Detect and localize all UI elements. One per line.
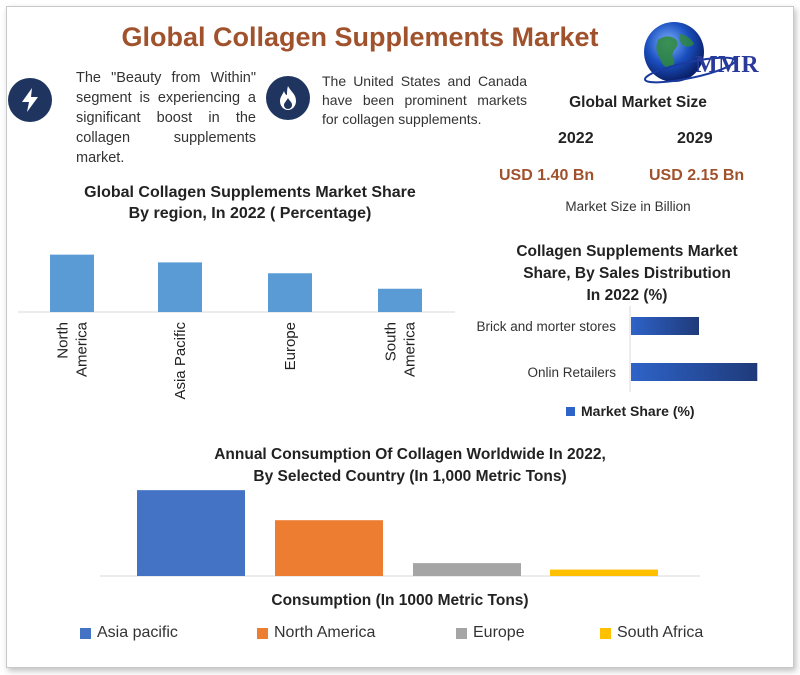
legend-swatch <box>80 627 91 639</box>
market-size-heading: Global Market Size <box>569 94 707 111</box>
flame-icon <box>280 86 296 110</box>
year-2029: 2029 <box>677 130 713 147</box>
distribution-legend: Market Share (%) <box>566 403 695 419</box>
tick-label-brick-and-morter-stores: Brick and morter stores <box>476 319 616 334</box>
tick-label-north-america-0: North <box>55 322 72 359</box>
bar-europe <box>413 563 521 576</box>
legend-swatch <box>566 406 575 416</box>
consumption-chart <box>100 490 700 577</box>
distribution-share-chart: Brick and morter stores Onlin Retailers <box>476 306 758 392</box>
tick-label-onlin-retailers: Onlin Retailers <box>527 365 616 380</box>
lightning-badge <box>8 78 52 122</box>
consumption-legend: Asia pacific North America Europe South … <box>80 624 760 646</box>
tick-label-north-america-1: America <box>74 321 91 377</box>
bar-south-africa <box>550 569 658 576</box>
bar-north-america <box>50 254 94 312</box>
bar-onlin-retailers <box>631 363 758 381</box>
legend-label: Market Share (%) <box>581 403 695 419</box>
tick-label-south-america-0: South <box>383 322 400 361</box>
legend-item-asia-pacific: Asia pacific <box>80 624 178 642</box>
distribution-chart-title-line2: Share, By Sales Distribution <box>523 265 731 282</box>
legend-swatch <box>257 627 268 639</box>
region-chart-title-line1: Global Collagen Supplements Market Share <box>84 184 416 201</box>
globe-icon <box>644 22 704 82</box>
legend-label: Europe <box>473 624 525 641</box>
consumption-chart-title: Annual Consumption Of Collagen Worldwide… <box>150 444 670 488</box>
lightning-icon <box>22 88 38 112</box>
region-share-chart: North America Asia Pacific Europe South Ameri… <box>18 254 455 400</box>
legend-item-north-america: North America <box>257 624 375 642</box>
value-2022: USD 1.40 Bn <box>499 167 595 184</box>
logo-text: MMR <box>695 52 760 78</box>
tick-label-asia-pacific-0: Asia Pacific <box>172 322 189 400</box>
legend-label: Asia pacific <box>97 624 178 641</box>
bar-asia-pacific <box>158 262 202 312</box>
bar-south-america <box>378 288 422 312</box>
legend-swatch <box>600 627 611 639</box>
consumption-chart-title-line1: Annual Consumption Of Collagen Worldwide… <box>214 446 606 463</box>
distribution-chart-title-line3: In 2022 (%) <box>586 287 668 304</box>
bar-north-america <box>275 520 383 576</box>
tick-label-europe-0: Europe <box>282 322 299 370</box>
us-canada-note: The United States and Canada have been p… <box>322 73 527 127</box>
distribution-chart-title: Collagen Supplements Market Share, By Sa… <box>486 241 768 307</box>
legend-label: North America <box>274 624 376 641</box>
value-2029: USD 2.15 Bn <box>649 167 745 184</box>
flame-badge <box>266 76 310 120</box>
consumption-axis-label: Consumption (In 1000 Metric Tons) <box>271 592 529 609</box>
region-chart-title-line2: By region, In 2022 ( Percentage) <box>128 205 372 222</box>
bar-asia-pacific <box>137 490 245 576</box>
market-size-note: Market Size in Billion <box>565 199 691 214</box>
consumption-chart-title-line2: By Selected Country (In 1,000 Metric Ton… <box>253 468 567 485</box>
mmr-logo <box>643 22 737 84</box>
page-title: Global Collagen Supplements Market <box>121 22 599 52</box>
legend-item-europe: Europe <box>456 624 525 642</box>
distribution-chart-title-line1: Collagen Supplements Market <box>516 243 738 260</box>
region-chart-title: Global Collagen Supplements Market Share… <box>40 182 460 224</box>
legend-label: South Africa <box>617 624 704 641</box>
legend-swatch <box>456 627 467 639</box>
bar-brick-and-morter-stores <box>631 317 699 335</box>
tick-label-south-america-1: America <box>402 321 419 377</box>
bar-europe <box>268 273 312 312</box>
legend-item-south-africa: South Africa <box>600 624 703 642</box>
year-2022: 2022 <box>558 130 594 147</box>
beauty-note: The "Beauty from Within" segment is expe… <box>76 70 256 166</box>
